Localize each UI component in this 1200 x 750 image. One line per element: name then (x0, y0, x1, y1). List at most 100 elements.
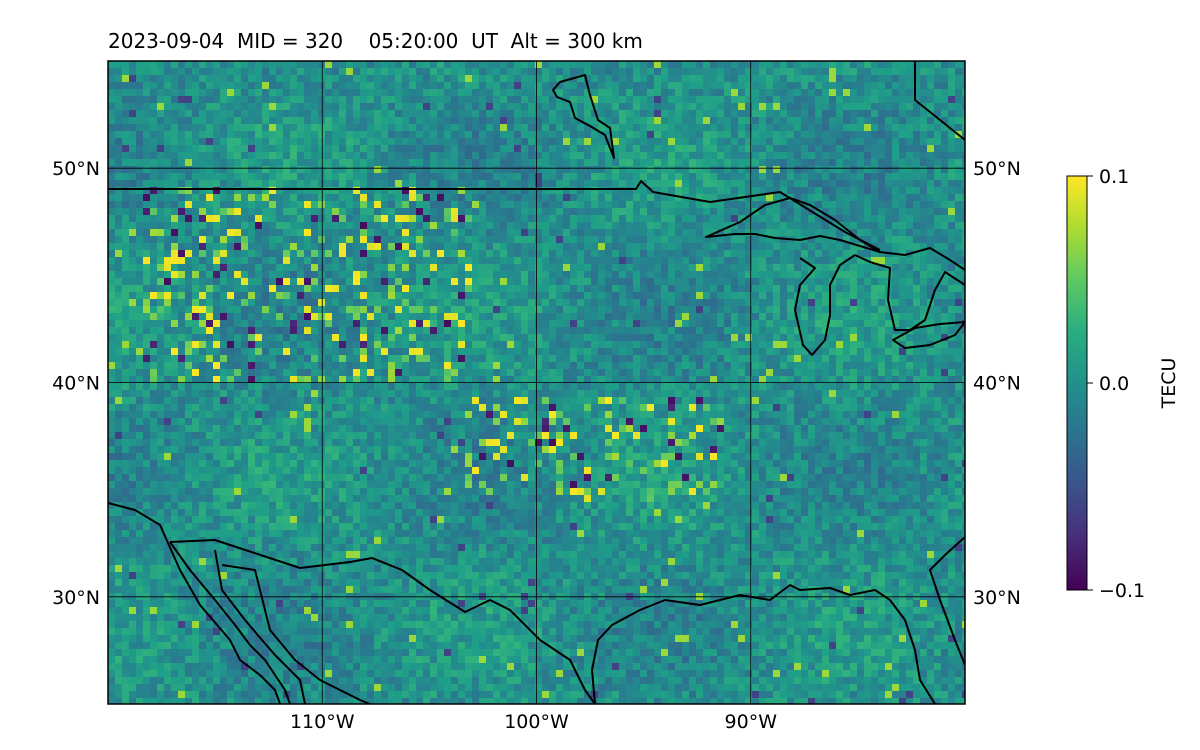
tec-cell (556, 278, 564, 286)
tec-cell (668, 138, 676, 146)
tec-cell (668, 257, 676, 265)
tec-cell (780, 257, 788, 265)
tec-cell (164, 61, 172, 69)
tec-cell (129, 152, 137, 160)
tec-cell (493, 229, 501, 237)
tec-cell (178, 334, 186, 342)
tec-cell (892, 61, 900, 69)
tec-cell (822, 299, 830, 307)
tec-cell (920, 96, 928, 104)
tec-cell (339, 278, 347, 286)
tec-cell (689, 215, 697, 223)
tec-cell (521, 208, 529, 216)
tec-cell (717, 194, 725, 202)
tec-cell (262, 306, 270, 314)
tec-cell (696, 166, 704, 174)
tec-cell (906, 117, 914, 125)
tec-cell (255, 82, 263, 90)
tec-cell (759, 82, 767, 90)
tec-cell (850, 68, 858, 76)
tec-cell (311, 96, 319, 104)
tec-cell (178, 278, 186, 286)
tec-cell (479, 173, 487, 181)
tec-cell (549, 117, 557, 125)
tec-cell (297, 103, 305, 111)
tec-cell (227, 201, 235, 209)
tec-cell (136, 257, 144, 265)
tec-cell (787, 82, 795, 90)
tec-cell (577, 180, 585, 188)
tec-cell (297, 257, 305, 265)
tec-cell (325, 124, 333, 132)
tec-cell (178, 194, 186, 202)
tec-cell (633, 250, 641, 258)
tec-cell (143, 278, 151, 286)
tec-cell (458, 243, 466, 251)
tec-cell (619, 96, 627, 104)
tec-cell (479, 313, 487, 321)
tec-cell (913, 96, 921, 104)
tec-cell (724, 271, 732, 279)
tec-cell (451, 145, 459, 153)
tec-cell (703, 61, 711, 69)
tec-cell (577, 187, 585, 195)
tec-cell (549, 96, 557, 104)
tec-cell (171, 320, 179, 328)
tec-cell (507, 89, 515, 97)
tec-cell (696, 110, 704, 118)
tec-cell (612, 131, 620, 139)
tec-cell (122, 145, 130, 153)
tec-cell (815, 306, 823, 314)
tec-cell (920, 320, 928, 328)
tec-cell (591, 166, 599, 174)
tec-cell (500, 61, 508, 69)
tec-cell (584, 299, 592, 307)
tec-cell (528, 187, 536, 195)
tec-cell (472, 208, 480, 216)
tec-cell (213, 89, 221, 97)
tec-cell (941, 194, 949, 202)
tec-cell (780, 75, 788, 83)
tec-cell (731, 257, 739, 265)
tec-cell (318, 173, 326, 181)
tec-cell (227, 68, 235, 76)
tec-cell (157, 313, 165, 321)
tec-cell (514, 292, 522, 300)
tec-cell (493, 187, 501, 195)
tec-cell (129, 61, 137, 69)
tec-cell (129, 271, 137, 279)
tec-cell (703, 327, 711, 335)
tec-cell (395, 313, 403, 321)
tec-cell (773, 89, 781, 97)
tec-cell (206, 68, 214, 76)
tec-cell (164, 187, 172, 195)
tec-cell (703, 306, 711, 314)
tec-cell (178, 110, 186, 118)
tec-cell (381, 159, 389, 167)
tec-cell (276, 208, 284, 216)
tec-cell (661, 264, 669, 272)
tec-cell (430, 187, 438, 195)
tec-cell (423, 341, 431, 349)
tec-cell (185, 327, 193, 335)
tec-cell (500, 201, 508, 209)
tec-cell (269, 173, 277, 181)
tec-cell (290, 278, 298, 286)
tec-cell (129, 138, 137, 146)
tec-cell (941, 138, 949, 146)
tec-cell (507, 103, 515, 111)
tec-cell (227, 173, 235, 181)
tec-cell (955, 96, 963, 104)
tec-cell (108, 68, 116, 76)
tec-cell (892, 278, 900, 286)
tec-cell (248, 271, 256, 279)
tec-cell (150, 201, 158, 209)
tec-cell (948, 138, 956, 146)
tec-cell (430, 138, 438, 146)
tec-cell (871, 222, 879, 230)
tec-cell (430, 82, 438, 90)
tec-cell (794, 327, 802, 335)
tec-cell (843, 173, 851, 181)
tec-cell (227, 306, 235, 314)
tec-cell (143, 222, 151, 230)
